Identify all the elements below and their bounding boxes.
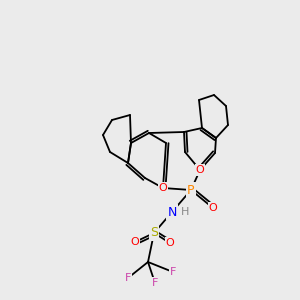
- Text: O: O: [208, 203, 217, 213]
- Text: F: F: [125, 273, 131, 283]
- Text: H: H: [181, 207, 189, 217]
- Text: S: S: [150, 226, 158, 239]
- Text: O: O: [196, 165, 204, 175]
- Text: O: O: [159, 183, 167, 193]
- Text: N: N: [167, 206, 177, 218]
- Text: F: F: [170, 267, 176, 277]
- Text: P: P: [187, 184, 195, 196]
- Text: O: O: [130, 237, 140, 247]
- Text: F: F: [152, 278, 158, 288]
- Text: O: O: [166, 238, 174, 248]
